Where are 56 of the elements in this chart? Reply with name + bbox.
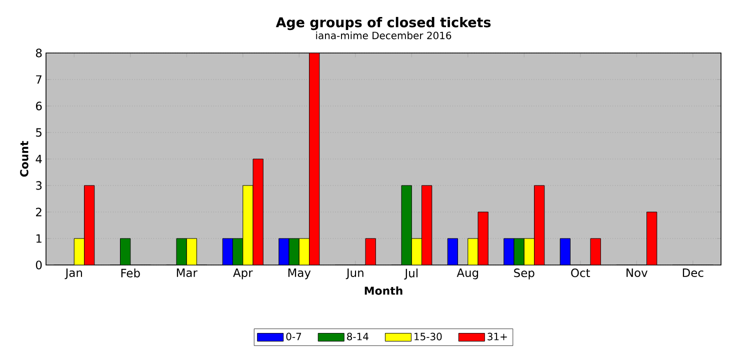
bar: [504, 238, 514, 265]
bar: [309, 53, 320, 265]
x-tick-label: Aug: [456, 268, 478, 280]
y-tick-label: 4: [36, 154, 42, 164]
x-tick-label: Jan: [64, 268, 82, 280]
bar: [365, 238, 376, 265]
x-tick-label: May: [288, 268, 311, 280]
y-tick-label: 2: [36, 208, 42, 216]
x-tick-label: Feb: [121, 268, 140, 278]
y-axis-title: Count: [20, 141, 28, 177]
legend-label: 0-7: [286, 332, 302, 340]
bar: [478, 212, 488, 265]
bar: [278, 238, 290, 265]
y-tick-label: 1: [36, 234, 42, 243]
bar: [560, 238, 571, 265]
bar: [232, 238, 244, 265]
bar: [468, 238, 478, 265]
bar: [514, 238, 524, 265]
x-tick-label: Jun: [346, 268, 364, 280]
y-tick-label: 5: [36, 128, 42, 137]
bar: [288, 238, 300, 265]
legend-label: 31+: [488, 332, 507, 340]
bar: [590, 238, 601, 265]
bar: [120, 238, 131, 265]
x-tick-label: Jul: [404, 268, 418, 280]
x-tick-label: Mar: [176, 268, 198, 278]
bar: [242, 185, 254, 265]
y-tick-label: 7: [36, 75, 42, 84]
bar: [84, 185, 95, 265]
bar: [524, 238, 535, 265]
chart-subtitle: iana-mime December 2016: [316, 32, 452, 40]
legend-label: 15-30: [414, 332, 442, 340]
bar: [252, 158, 264, 265]
y-tick-label: 3: [36, 181, 42, 190]
x-axis-title: Month: [364, 286, 402, 295]
y-tick-label: 6: [36, 102, 42, 110]
bar: [411, 238, 422, 265]
chart-title: Age groups of closed tickets: [276, 16, 491, 30]
bar: [176, 238, 187, 265]
y-tick-label: 0: [36, 260, 42, 270]
bar: [422, 185, 432, 265]
legend-label: 8-14: [347, 332, 368, 340]
bar: [74, 238, 85, 265]
x-tick-label: Apr: [233, 268, 253, 280]
x-tick-label: Nov: [626, 268, 648, 278]
bar: [534, 185, 545, 265]
bar: [401, 185, 412, 265]
bar: [222, 238, 234, 265]
bar: [186, 238, 198, 265]
bar: [448, 238, 458, 265]
x-tick-label: Dec: [682, 268, 704, 278]
x-tick-label: Sep: [514, 268, 534, 280]
bar: [646, 212, 658, 265]
x-tick-label: Oct: [571, 268, 590, 278]
bar: [298, 238, 310, 265]
y-tick-label: 8: [36, 48, 42, 58]
